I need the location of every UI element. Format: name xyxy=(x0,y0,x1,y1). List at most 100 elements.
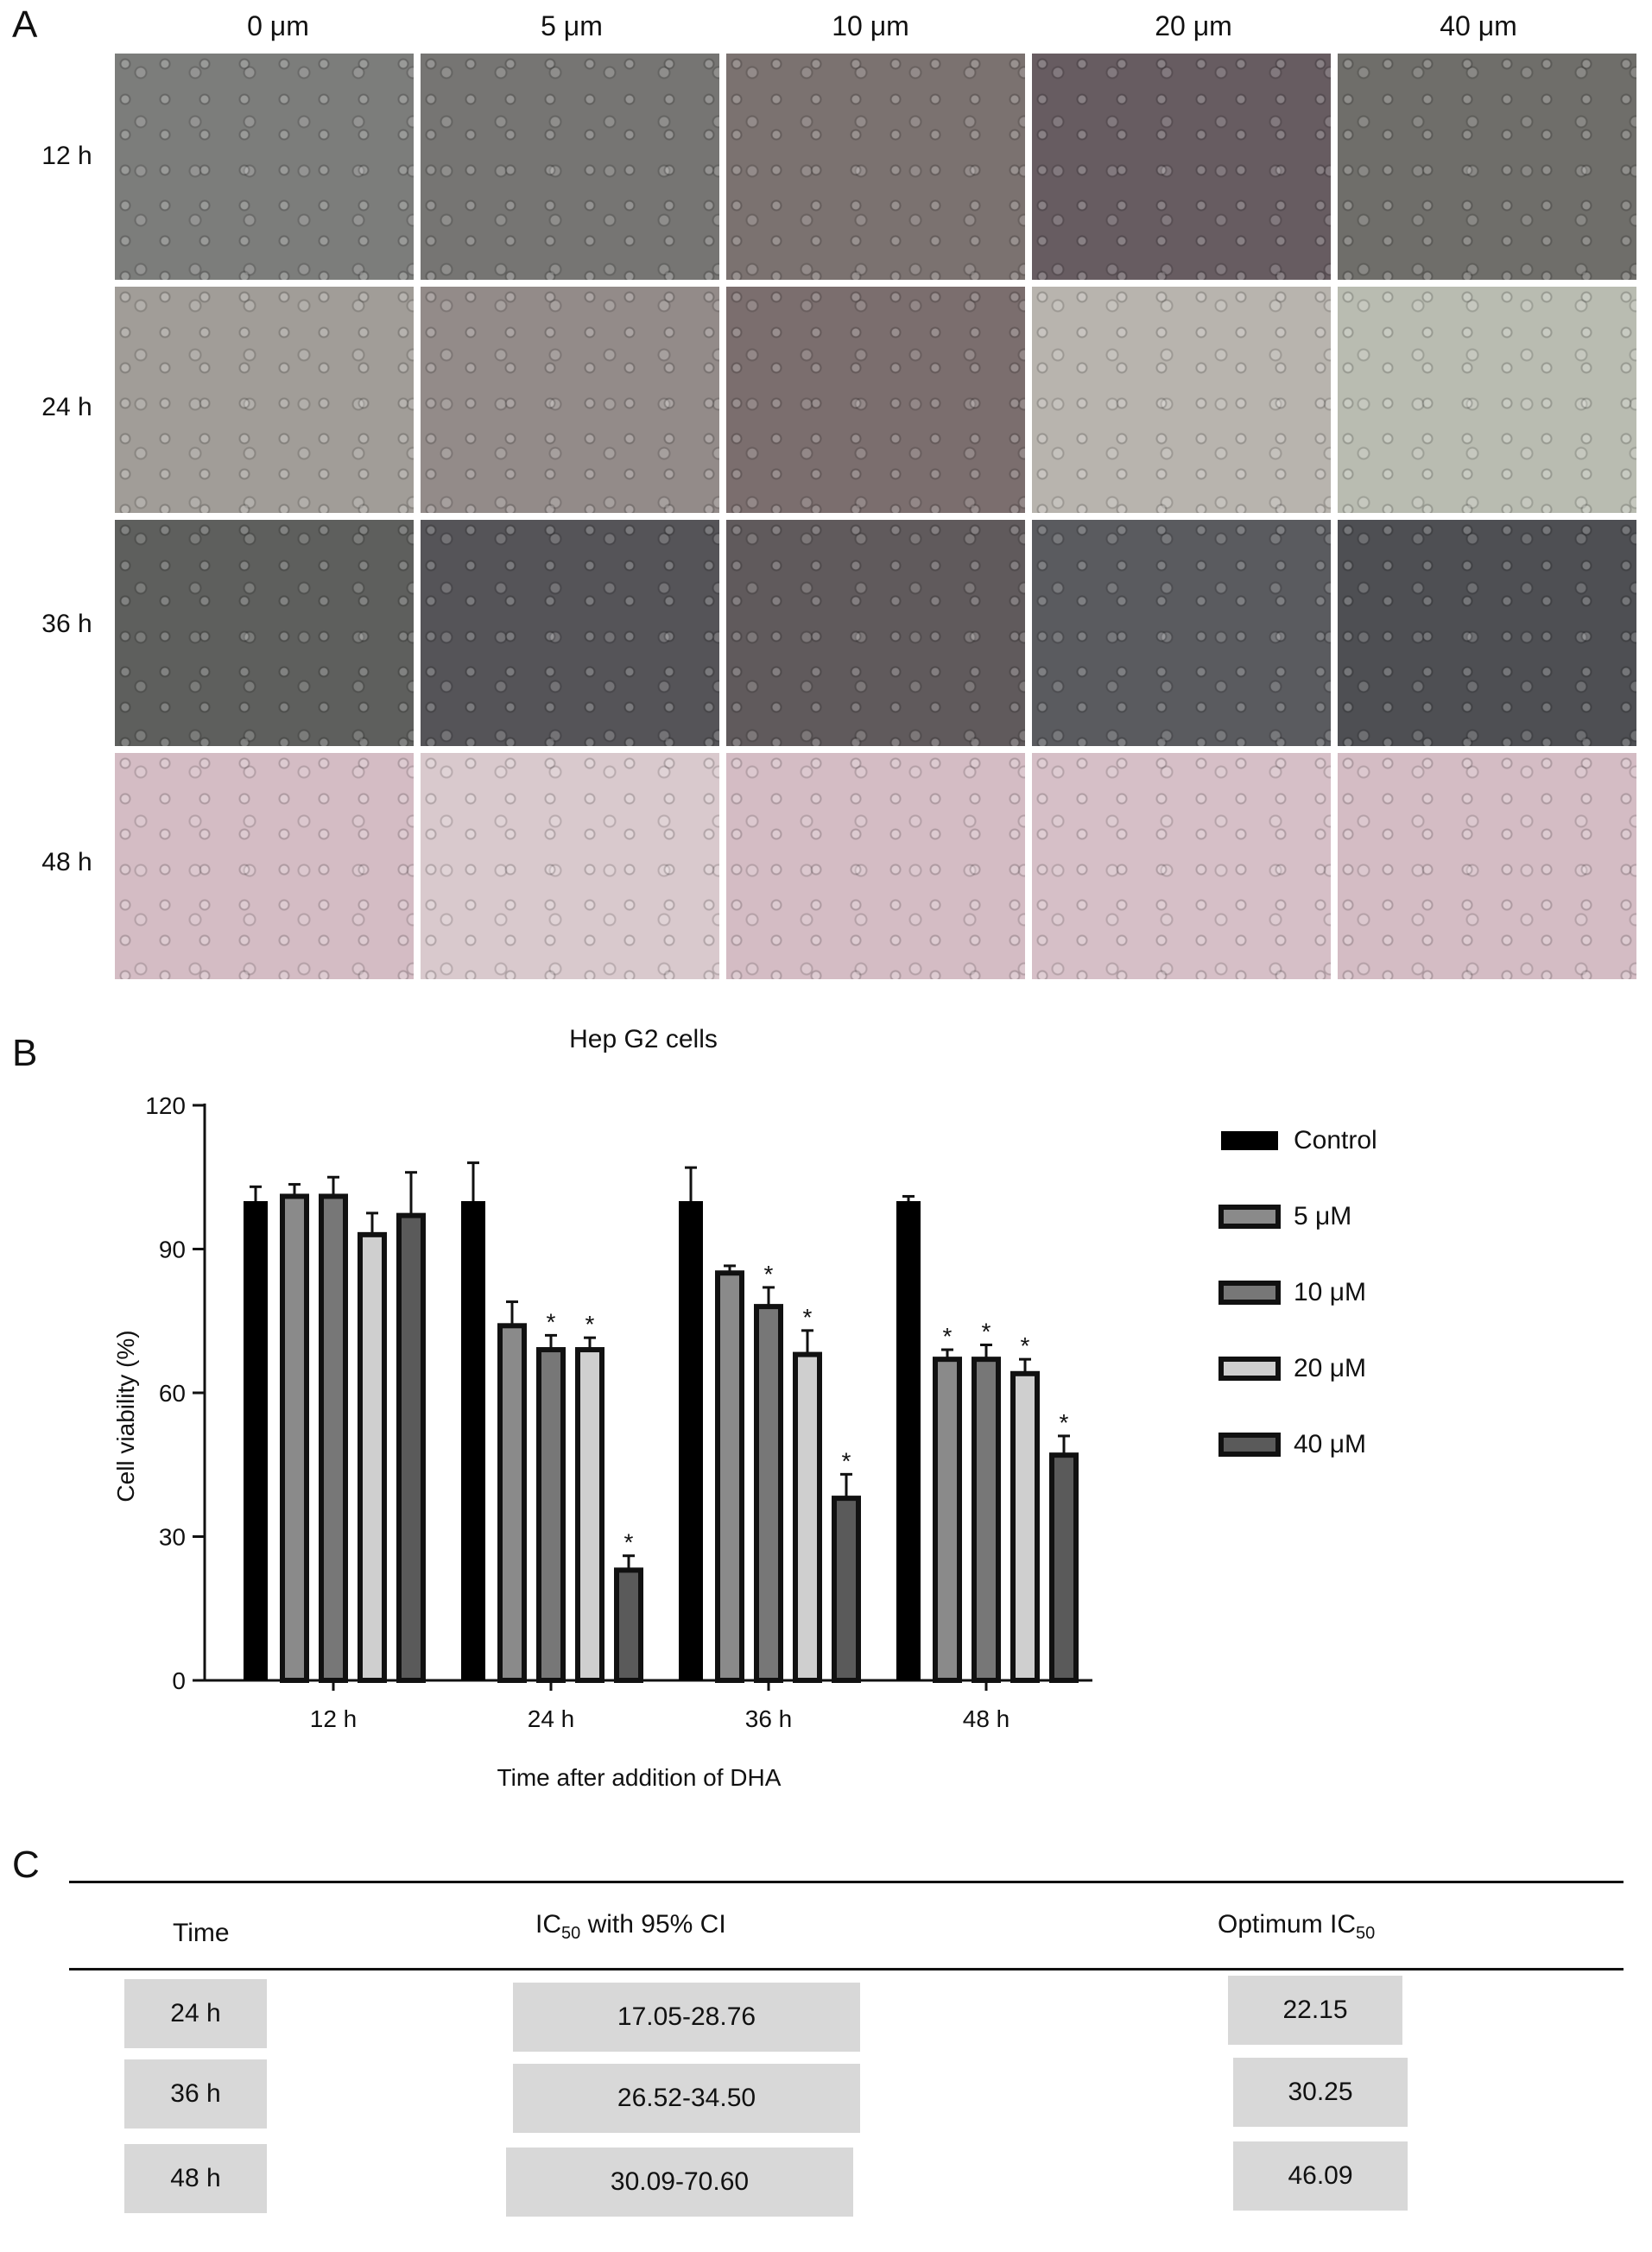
bar xyxy=(715,1270,744,1683)
x-axis-label: Time after addition of DHA xyxy=(497,1764,782,1791)
bar xyxy=(358,1231,387,1684)
bar xyxy=(575,1347,604,1683)
y-axis-label: Cell viability (%) xyxy=(112,1330,139,1502)
bar xyxy=(396,1212,426,1683)
legend-label: 5 μM xyxy=(1294,1202,1351,1230)
micrograph-12h-0um xyxy=(115,54,414,280)
bar xyxy=(793,1351,822,1683)
bar xyxy=(280,1193,309,1683)
micrograph-24h-10um xyxy=(726,287,1025,513)
micrograph-12h-40um xyxy=(1338,54,1636,280)
table-cell-time-48h: 48 h xyxy=(124,2144,267,2213)
x-tick-label: 12 h xyxy=(310,1705,358,1732)
bar xyxy=(536,1347,566,1683)
bar xyxy=(972,1357,1001,1683)
micrograph-24h-0um xyxy=(115,287,414,513)
significance-star: * xyxy=(1021,1332,1030,1359)
table-cell-optimum-24h: 22.15 xyxy=(1228,1976,1402,2045)
micrograph-12h-20um xyxy=(1032,54,1331,280)
bar xyxy=(244,1201,268,1680)
table-header-time: Time xyxy=(173,1919,230,1947)
significance-star: * xyxy=(624,1529,634,1556)
bar xyxy=(832,1496,861,1683)
micrograph-24h-5um xyxy=(421,287,719,513)
legend-swatch xyxy=(1218,1433,1281,1457)
x-tick-label: 48 h xyxy=(963,1705,1010,1732)
micrograph-48h-40um xyxy=(1338,753,1636,979)
column-label-10um: 10 μm xyxy=(832,10,909,41)
significance-star: * xyxy=(1060,1409,1069,1436)
chart-axes: 0 30 60 90 120 xyxy=(145,1092,1092,1694)
y-tick-label: 0 xyxy=(172,1667,186,1694)
x-tick-label: 36 h xyxy=(745,1705,793,1732)
panel-c-letter: C xyxy=(12,1844,40,1886)
legend-label: 10 μM xyxy=(1294,1278,1366,1306)
row-label-48h: 48 h xyxy=(41,848,92,876)
row-label-36h: 36 h xyxy=(41,610,92,638)
column-label-0um: 0 μm xyxy=(247,10,309,41)
y-tick-label: 30 xyxy=(159,1524,186,1551)
micrograph-48h-10um xyxy=(726,753,1025,979)
column-label-20um: 20 μm xyxy=(1155,10,1232,41)
micrograph-48h-5um xyxy=(421,753,719,979)
bar xyxy=(1010,1370,1040,1683)
table-cell-ci-24h: 17.05-28.76 xyxy=(513,1983,860,2052)
legend-swatch xyxy=(1221,1131,1278,1150)
chart-bars: 12 h * * * 24 h * * * 36 h * * * * 48 h xyxy=(244,1161,1079,1732)
legend-swatch xyxy=(1218,1357,1281,1381)
bar xyxy=(1049,1452,1079,1683)
table-header-optimum-ic50: Optimum IC50 xyxy=(1218,1910,1376,1943)
y-tick-label: 120 xyxy=(145,1092,186,1119)
column-label-40um: 40 μm xyxy=(1440,10,1517,41)
table-cell-ci-48h: 30.09-70.60 xyxy=(506,2148,853,2217)
bar xyxy=(614,1567,643,1683)
panel-b-letter: B xyxy=(12,1032,38,1074)
y-tick-label: 60 xyxy=(159,1380,186,1407)
table-cell-ci-36h: 26.52-34.50 xyxy=(513,2064,860,2133)
micrograph-12h-10um xyxy=(726,54,1025,280)
bar xyxy=(461,1201,485,1680)
micrograph-36h-10um xyxy=(726,520,1025,746)
bar xyxy=(319,1193,348,1683)
viability-bar-chart: Hep G2 cells Cell viability (%) Time aft… xyxy=(112,1025,1377,1791)
micrograph-12h-5um xyxy=(421,54,719,280)
table-header-rule xyxy=(69,1968,1624,1970)
legend-swatch xyxy=(1218,1205,1281,1229)
bar xyxy=(933,1357,962,1683)
micrograph-24h-20um xyxy=(1032,287,1331,513)
x-tick-label: 24 h xyxy=(528,1705,575,1732)
bar xyxy=(497,1323,527,1683)
significance-star: * xyxy=(547,1308,556,1335)
chart-legend: Control 5 μM 10 μM 20 μM 40 μM xyxy=(1218,1126,1377,1458)
y-tick-label: 90 xyxy=(159,1237,186,1263)
micrograph-36h-20um xyxy=(1032,520,1331,746)
table-cell-optimum-36h: 30.25 xyxy=(1233,2058,1408,2127)
table-cell-time-36h: 36 h xyxy=(124,2059,267,2129)
column-label-5um: 5 μm xyxy=(541,10,603,41)
row-label-24h: 24 h xyxy=(41,393,92,421)
significance-star: * xyxy=(764,1261,774,1287)
micrograph-36h-0um xyxy=(115,520,414,746)
legend-label: 20 μM xyxy=(1294,1354,1366,1382)
significance-star: * xyxy=(982,1319,991,1345)
table-top-rule xyxy=(69,1881,1624,1883)
micrograph-36h-5um xyxy=(421,520,719,746)
legend-swatch xyxy=(1218,1281,1281,1305)
bar xyxy=(896,1201,921,1680)
micrograph-48h-20um xyxy=(1032,753,1331,979)
significance-star: * xyxy=(842,1447,851,1474)
significance-star: * xyxy=(803,1304,813,1331)
micrograph-48h-0um xyxy=(115,753,414,979)
row-label-12h: 12 h xyxy=(41,142,92,170)
table-cell-time-24h: 24 h xyxy=(124,1979,267,2048)
bar xyxy=(754,1304,783,1683)
legend-label: Control xyxy=(1294,1126,1377,1154)
legend-label: 40 μM xyxy=(1294,1430,1366,1458)
micrograph-24h-40um xyxy=(1338,287,1636,513)
panel-a-letter: A xyxy=(12,3,38,46)
chart-title: Hep G2 cells xyxy=(569,1025,718,1053)
micrograph-36h-40um xyxy=(1338,520,1636,746)
table-header-ic50-ci: IC50 with 95% CI xyxy=(535,1910,726,1943)
table-cell-optimum-48h: 46.09 xyxy=(1233,2141,1408,2211)
bar xyxy=(679,1201,703,1680)
